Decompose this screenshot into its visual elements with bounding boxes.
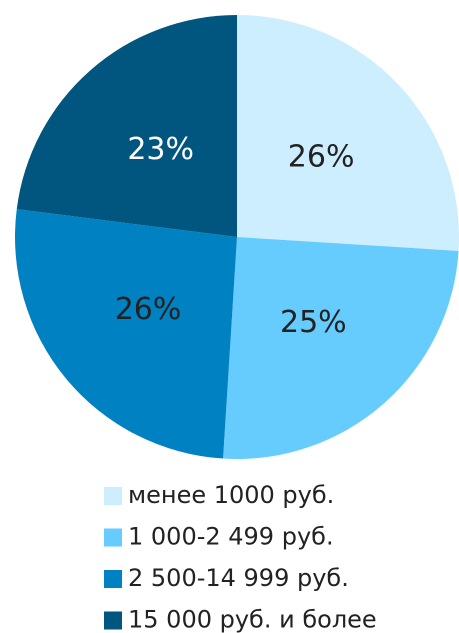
slice-label: 23% <box>127 132 194 167</box>
slice-label: 26% <box>288 139 355 174</box>
slice-label: 25% <box>280 305 347 340</box>
legend-swatch <box>104 570 122 588</box>
legend-label: 2 500-14 999 руб. <box>128 564 349 592</box>
legend-swatch <box>104 528 122 547</box>
legend-swatch <box>104 487 122 505</box>
pie-slice <box>14 209 237 459</box>
legend-label: 1 000-2 499 руб. <box>128 523 334 551</box>
legend-swatch <box>104 611 122 630</box>
pie-slice <box>16 15 238 237</box>
legend-label: менее 1000 руб. <box>128 481 334 509</box>
pie-slice <box>223 237 459 459</box>
slice-label: 26% <box>115 292 182 327</box>
legend-label: 15 000 руб. и более <box>128 606 377 633</box>
pie-slice <box>237 15 459 251</box>
